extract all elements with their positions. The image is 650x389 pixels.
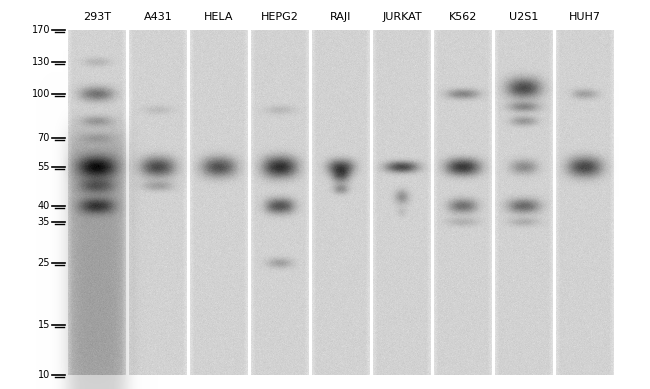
Text: 293T: 293T <box>83 12 111 22</box>
Text: 10: 10 <box>38 370 50 380</box>
Text: 130: 130 <box>32 57 50 67</box>
Text: 35: 35 <box>38 217 50 227</box>
Text: 55: 55 <box>38 162 50 172</box>
Text: 40: 40 <box>38 201 50 211</box>
Text: K562: K562 <box>448 12 477 22</box>
Text: U2S1: U2S1 <box>510 12 539 22</box>
Text: 170: 170 <box>31 25 50 35</box>
Text: JURKAT: JURKAT <box>382 12 422 22</box>
Text: 100: 100 <box>32 89 50 99</box>
Text: HUH7: HUH7 <box>569 12 601 22</box>
Text: A431: A431 <box>144 12 172 22</box>
Text: 25: 25 <box>38 258 50 268</box>
Text: HELA: HELA <box>204 12 234 22</box>
Text: 70: 70 <box>38 133 50 143</box>
Text: 15: 15 <box>38 320 50 330</box>
Text: RAJI: RAJI <box>330 12 352 22</box>
Text: HEPG2: HEPG2 <box>261 12 299 22</box>
